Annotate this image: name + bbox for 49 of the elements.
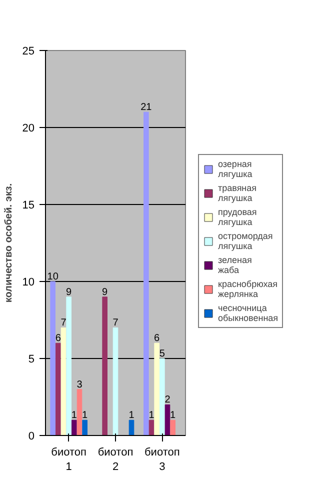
bar xyxy=(144,112,149,436)
legend-label: краснобрюхая жерлянка xyxy=(218,279,278,299)
bar xyxy=(160,358,165,436)
bar xyxy=(112,327,118,436)
data-label: 2 xyxy=(164,394,171,406)
y-tick-label: 25 xyxy=(22,46,35,58)
data-label: 6 xyxy=(154,333,160,344)
y-tick-label: 15 xyxy=(22,200,35,212)
data-label: 7 xyxy=(112,318,119,329)
data-label: 1 xyxy=(82,410,88,422)
data-label: 9 xyxy=(66,286,72,298)
bar xyxy=(76,389,82,436)
data-label: 1 xyxy=(128,410,135,422)
bar xyxy=(102,296,108,436)
legend-label: озерная лягушка xyxy=(218,159,252,179)
x-tick-label: биотоп 2 xyxy=(98,446,134,473)
legend-label: остромордая лягушка xyxy=(218,231,273,251)
data-label: 3 xyxy=(76,379,83,390)
x-tick-label: биотоп 1 xyxy=(51,446,87,473)
bar xyxy=(154,342,160,436)
bar xyxy=(50,281,56,436)
bar xyxy=(56,342,61,436)
bar xyxy=(72,420,77,436)
y-tick-label: 0 xyxy=(28,430,35,442)
data-label: 7 xyxy=(60,318,67,329)
y-tick-label: 20 xyxy=(22,122,35,134)
bar xyxy=(60,327,66,436)
data-label: 6 xyxy=(55,333,62,344)
y-tick-label: 5 xyxy=(28,354,35,366)
legend-label: зеленая жаба xyxy=(218,255,252,275)
bar xyxy=(170,420,176,436)
bar xyxy=(164,404,170,436)
data-label: 1 xyxy=(71,410,78,422)
legend-label: прудовая лягушка xyxy=(218,207,257,227)
x-tick-label: биотоп 3 xyxy=(144,446,180,473)
data-label: 1 xyxy=(148,410,155,422)
data-label: 21 xyxy=(140,102,152,114)
bar xyxy=(148,420,154,436)
y-tick-label: 10 xyxy=(22,276,35,288)
legend-label: чесночница обыкновенная xyxy=(218,303,278,323)
data-label: 5 xyxy=(159,348,166,360)
bar xyxy=(66,296,72,436)
y-axis-title: количество особей. экз. xyxy=(3,183,14,303)
bar xyxy=(82,420,88,436)
data-label: 10 xyxy=(47,272,59,282)
data-label: 9 xyxy=(102,286,108,298)
legend-label: травяная лягушка xyxy=(218,183,257,203)
bar xyxy=(128,420,134,436)
data-label: 1 xyxy=(170,410,176,422)
